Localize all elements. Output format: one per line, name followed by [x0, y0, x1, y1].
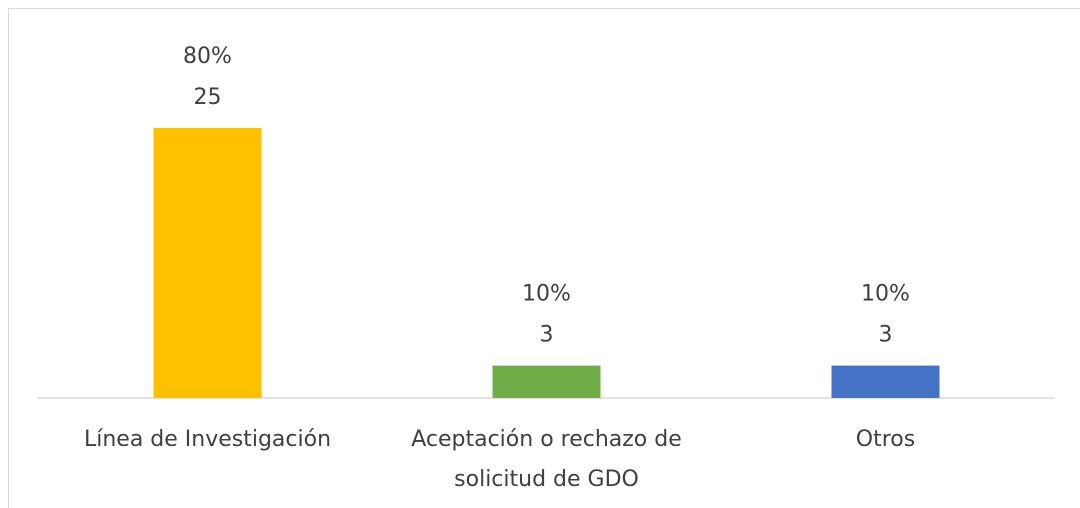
x-tick-label: Línea de Investigación — [83, 427, 332, 452]
value-label: 25 — [194, 85, 222, 110]
value-label: 3 — [879, 323, 893, 348]
bar — [153, 128, 262, 398]
percent-label: 80% — [183, 44, 232, 69]
value-label: 3 — [540, 323, 554, 348]
x-tick-label: Aceptación o rechazo de solicitud de GDO — [411, 427, 682, 492]
chart-border — [8, 8, 1080, 508]
percent-label: 10% — [522, 282, 571, 307]
percent-label: 10% — [861, 282, 910, 307]
x-tick-label: Otros — [855, 427, 916, 452]
bar — [492, 365, 601, 398]
bar — [831, 365, 940, 398]
